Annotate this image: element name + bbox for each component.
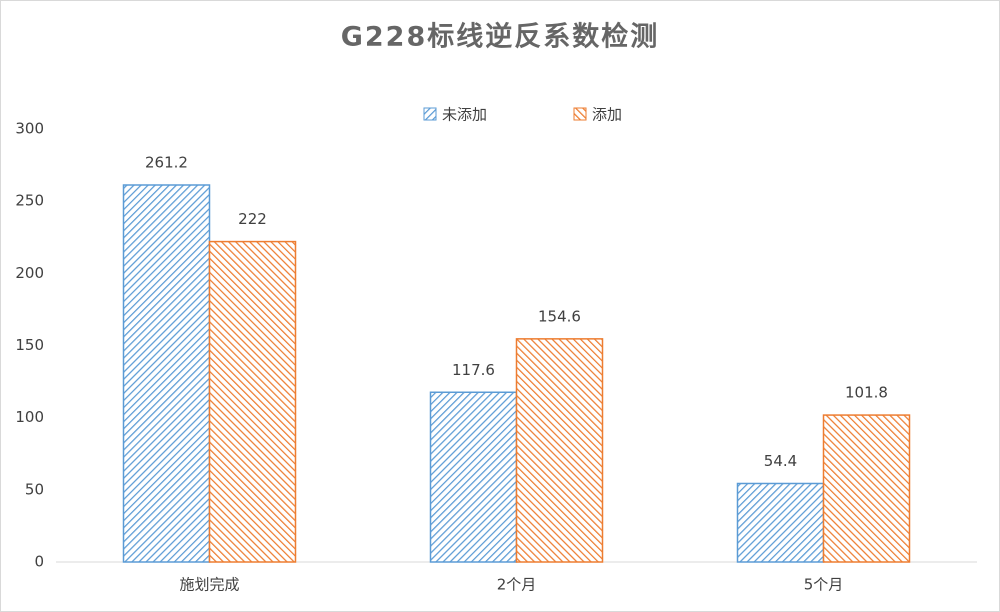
data-label: 261.2 <box>145 154 188 172</box>
bar <box>736 482 825 563</box>
data-label: 222 <box>238 210 267 228</box>
legend-label: 添加 <box>592 106 622 124</box>
y-tick-label: 100 <box>15 408 44 426</box>
bar <box>429 391 518 563</box>
legend-swatch <box>573 107 587 121</box>
chart-title: G228标线逆反系数检测 <box>341 21 660 53</box>
x-tick-label: 2个月 <box>497 576 537 594</box>
y-tick-label: 300 <box>15 120 44 138</box>
y-tick-label: 250 <box>15 192 44 210</box>
y-tick-label: 150 <box>15 336 44 354</box>
bar <box>515 338 604 563</box>
legend-label: 未添加 <box>442 106 487 124</box>
y-tick-label: 0 <box>34 553 44 571</box>
bar <box>122 184 211 563</box>
x-tick-label: 施划完成 <box>179 576 239 594</box>
data-label: 117.6 <box>452 361 495 379</box>
bar <box>822 414 911 563</box>
data-label: 154.6 <box>538 307 581 325</box>
bar <box>208 240 297 563</box>
y-tick-label: 50 <box>25 480 44 498</box>
y-tick-label: 200 <box>15 264 44 282</box>
legend-swatch <box>423 107 437 121</box>
data-label: 101.8 <box>845 384 888 402</box>
data-label: 54.4 <box>764 452 797 470</box>
x-tick-label: 5个月 <box>804 576 844 594</box>
